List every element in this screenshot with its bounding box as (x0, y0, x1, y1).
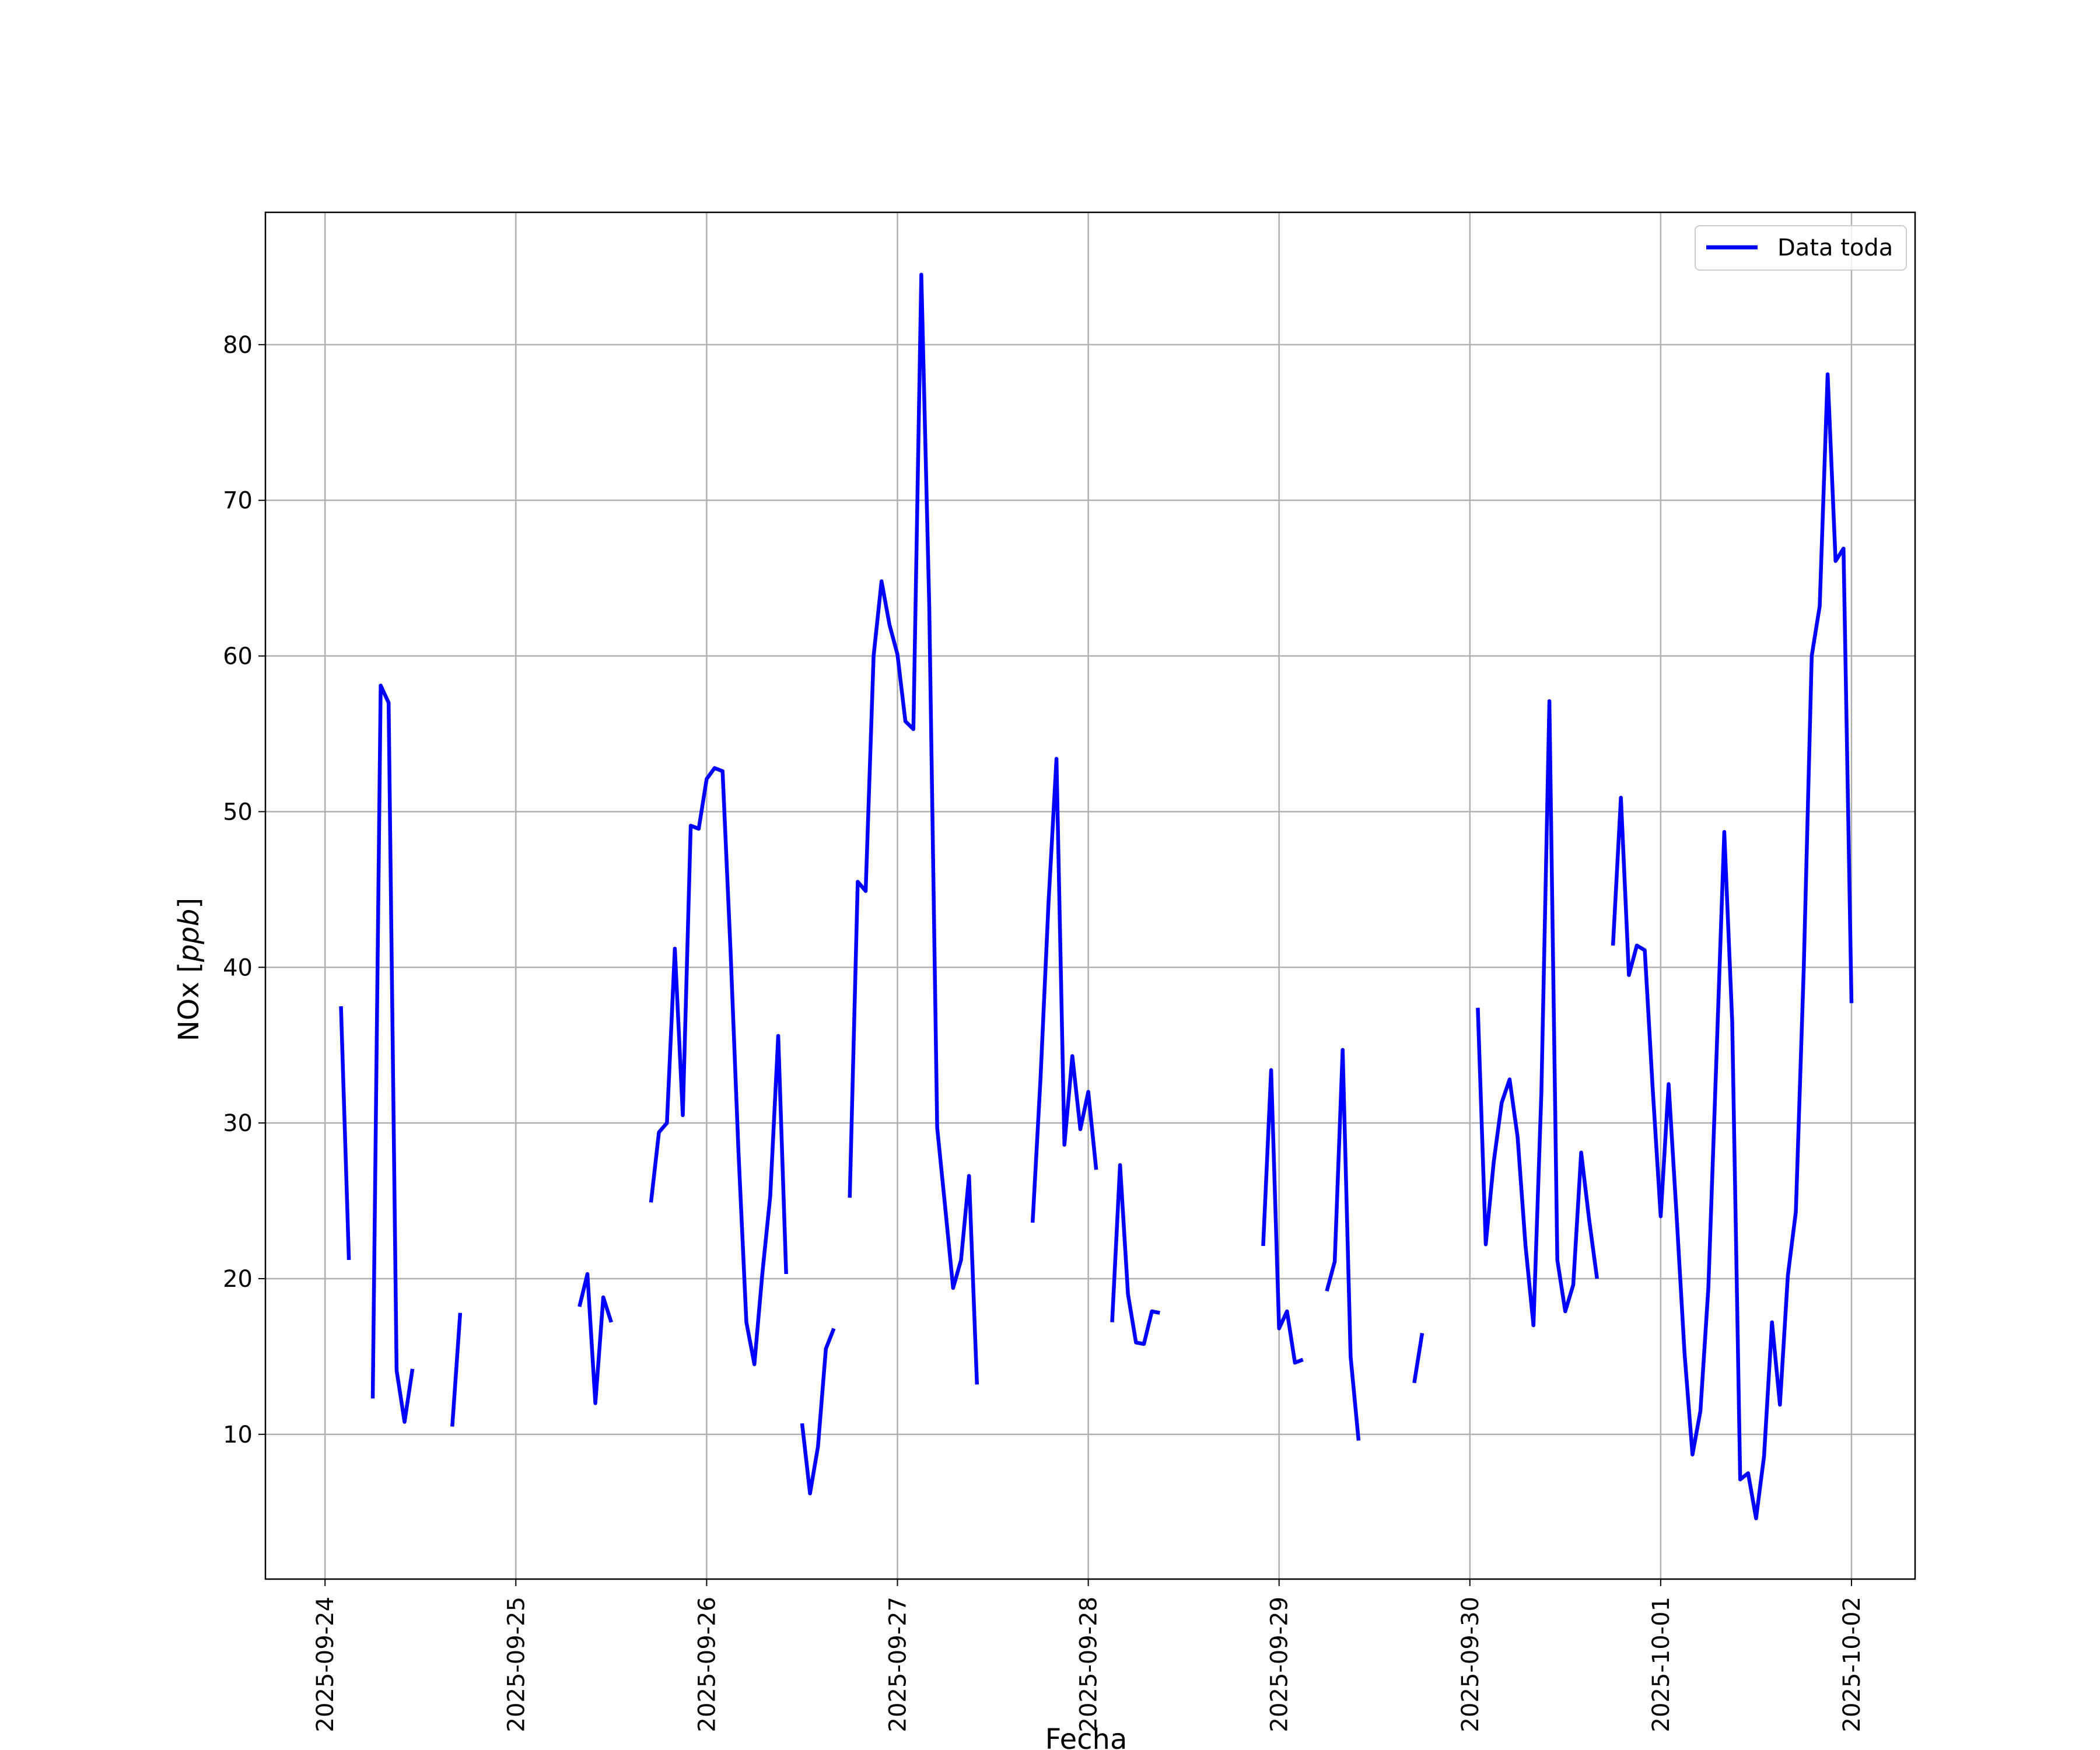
legend-label: Data toda (1777, 235, 1893, 261)
series-line (578, 1272, 613, 1405)
x-tick-label: 2025-09-28 (1076, 1597, 1102, 1732)
series-line (1476, 699, 1600, 1328)
legend: Data toda (1695, 225, 1907, 271)
legend-box (1695, 225, 1907, 271)
x-tick-label: 2025-09-30 (1457, 1597, 1484, 1732)
series-line (1030, 757, 1098, 1223)
grid (265, 212, 1915, 1579)
y-tick-label: 10 (223, 1422, 253, 1448)
y-axis-label-close: ] (173, 898, 205, 909)
series-line (1110, 1163, 1160, 1346)
y-axis-label-unit: ppb (173, 909, 205, 963)
y-tick-label: 80 (223, 332, 253, 359)
x-tick-label: 2025-09-24 (312, 1597, 339, 1732)
series-line (1412, 1332, 1424, 1384)
y-tick-label: 60 (223, 643, 253, 670)
x-tick-label: 2025-09-25 (503, 1597, 530, 1732)
y-tick-label: 30 (223, 1110, 253, 1137)
series-line (649, 766, 788, 1366)
x-tick-label: 2025-09-27 (884, 1597, 911, 1732)
series-line (339, 1006, 351, 1261)
x-tick-label: 2025-10-02 (1839, 1597, 1866, 1732)
axis-labels: Fecha NOx [ppb] (173, 898, 1127, 1750)
y-tick-label: 70 (223, 488, 253, 514)
x-tick-label: 2025-09-26 (694, 1597, 720, 1732)
series-line (1261, 1068, 1304, 1365)
y-axis-label: NOx [ppb] (173, 898, 205, 1041)
data-lines (339, 272, 1854, 1521)
series-line (1325, 1048, 1361, 1441)
series-line (370, 683, 415, 1424)
series-line (1611, 372, 1854, 1521)
y-tick-label: 40 (223, 954, 253, 981)
series-line (848, 272, 979, 1385)
x-tick-label: 2025-09-29 (1266, 1597, 1293, 1732)
x-tick-label: 2025-10-01 (1648, 1597, 1675, 1732)
y-tick-label: 50 (223, 799, 253, 825)
plot-frame (264, 211, 1916, 1580)
series-line (450, 1312, 463, 1427)
y-axis-label-text: NOx [ (173, 962, 205, 1041)
x-axis-label: Fecha (1045, 1723, 1128, 1750)
y-tick-label: 20 (223, 1266, 253, 1293)
series-line (800, 1328, 836, 1496)
axes: 2025-09-24 2025-09-25 2025-09-26 2025-09-27… (223, 211, 1916, 1732)
